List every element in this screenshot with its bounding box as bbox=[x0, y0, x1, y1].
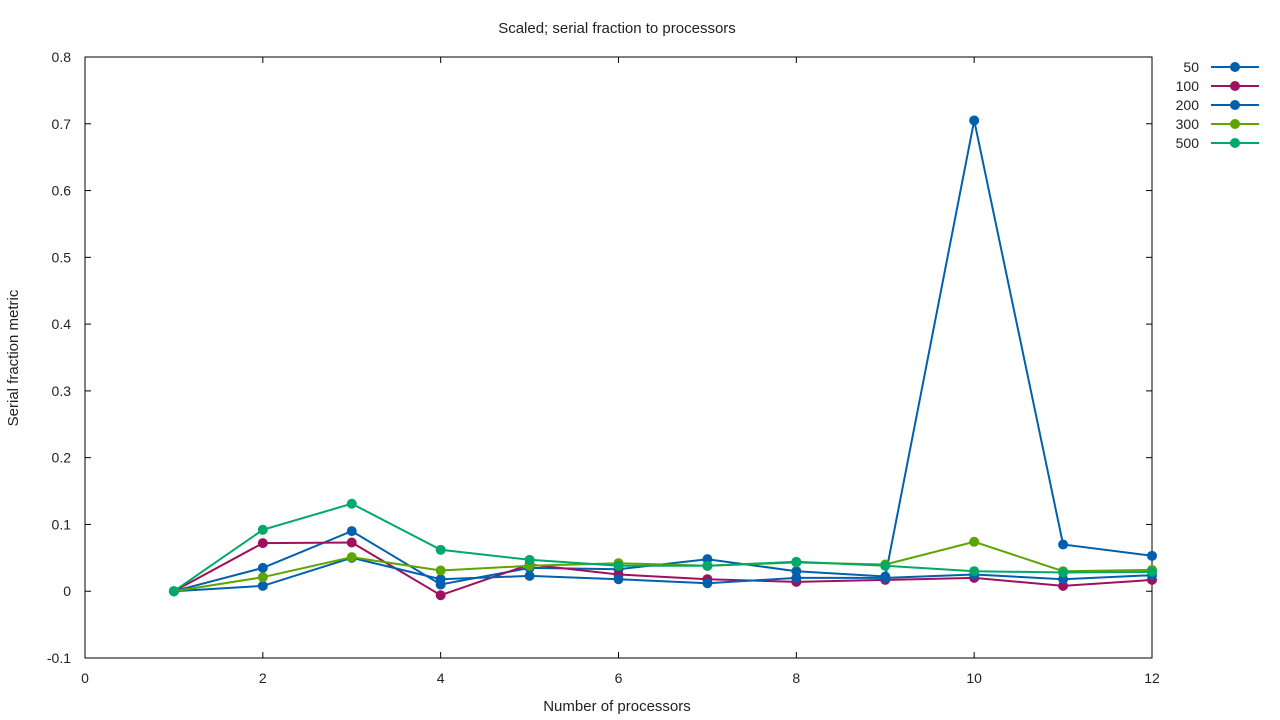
data-point bbox=[791, 556, 802, 567]
legend-entry: 500 bbox=[1176, 135, 1259, 151]
data-point bbox=[702, 560, 713, 571]
x-tick-label: 12 bbox=[1144, 670, 1160, 686]
data-point bbox=[1147, 550, 1157, 561]
data-point bbox=[346, 552, 357, 563]
y-tick-label: 0.1 bbox=[52, 516, 72, 532]
y-tick-label: 0.6 bbox=[52, 183, 72, 199]
x-tick-label: 6 bbox=[615, 670, 623, 686]
data-point bbox=[257, 572, 268, 583]
legend-entry: 300 bbox=[1176, 116, 1259, 132]
data-point bbox=[435, 565, 446, 576]
legend-entry: 100 bbox=[1176, 78, 1259, 94]
data-point bbox=[168, 586, 179, 597]
legend-label: 50 bbox=[1183, 59, 1199, 75]
series-50 bbox=[168, 115, 1157, 597]
data-point bbox=[435, 590, 446, 601]
data-point bbox=[346, 537, 357, 548]
series-line-500 bbox=[173, 502, 1153, 593]
data-point bbox=[1058, 567, 1069, 578]
data-point bbox=[1147, 566, 1157, 577]
legend-label: 300 bbox=[1176, 116, 1200, 132]
y-tick-label: -0.1 bbox=[47, 650, 71, 666]
legend-marker bbox=[1230, 100, 1240, 110]
y-tick-label: 0.7 bbox=[52, 116, 72, 132]
y-tick-label: 0.3 bbox=[52, 383, 72, 399]
x-tick-label: 2 bbox=[259, 670, 267, 686]
x-tick-label: 4 bbox=[437, 670, 445, 686]
data-point bbox=[524, 554, 535, 565]
legend-label: 500 bbox=[1176, 135, 1200, 151]
legend-label: 200 bbox=[1176, 97, 1200, 113]
x-axis-label: Number of processors bbox=[543, 698, 691, 715]
data-point bbox=[880, 572, 891, 583]
x-tick-label: 0 bbox=[81, 670, 89, 686]
data-point bbox=[257, 580, 268, 591]
data-point bbox=[524, 570, 535, 581]
x-tick-label: 10 bbox=[966, 670, 982, 686]
series-layer bbox=[168, 115, 1157, 601]
data-point bbox=[613, 574, 624, 585]
data-point bbox=[1058, 539, 1069, 550]
y-tick-label: 0.8 bbox=[52, 49, 72, 65]
x-tick-label: 8 bbox=[792, 670, 800, 686]
data-point bbox=[257, 562, 268, 573]
data-point bbox=[435, 574, 446, 585]
series-200 bbox=[168, 552, 1157, 597]
data-point bbox=[257, 524, 268, 535]
data-point bbox=[969, 115, 980, 126]
series-line-50 bbox=[173, 120, 1153, 593]
y-axis-label: Serial fraction metric bbox=[5, 289, 22, 426]
y-tick-label: 0.4 bbox=[52, 316, 72, 332]
data-point bbox=[435, 544, 446, 555]
series-line-100 bbox=[173, 541, 1153, 597]
data-point bbox=[257, 538, 268, 549]
series-line-300 bbox=[173, 540, 1153, 593]
legend-entry: 200 bbox=[1176, 97, 1259, 113]
data-point bbox=[969, 536, 980, 547]
data-point bbox=[702, 578, 713, 589]
series-500 bbox=[168, 498, 1157, 597]
data-point bbox=[880, 560, 891, 571]
legend: 50 100 200 300 500 bbox=[1176, 59, 1259, 151]
legend-label: 100 bbox=[1176, 78, 1200, 94]
data-point bbox=[791, 572, 802, 583]
legend-entry: 50 bbox=[1183, 59, 1259, 75]
chart-title: Scaled; serial fraction to processors bbox=[498, 20, 736, 37]
legend-marker bbox=[1230, 62, 1240, 72]
y-tick-label: 0.5 bbox=[52, 249, 72, 265]
legend-marker bbox=[1230, 119, 1240, 129]
legend-marker bbox=[1230, 81, 1240, 91]
data-point bbox=[346, 498, 357, 509]
axes: 0 2 4 6 8 10 12 -0.1 0 0.1 0.2 0.3 0.4 0.5 0.6 0.7 0.8 bbox=[47, 49, 1160, 686]
legend-marker bbox=[1230, 138, 1240, 148]
series-line-200 bbox=[173, 556, 1153, 593]
data-point bbox=[346, 526, 357, 537]
y-tick-label: 0 bbox=[63, 583, 71, 599]
y-tick-label: 0.2 bbox=[52, 450, 72, 466]
data-point bbox=[613, 560, 624, 571]
data-point bbox=[969, 566, 980, 577]
